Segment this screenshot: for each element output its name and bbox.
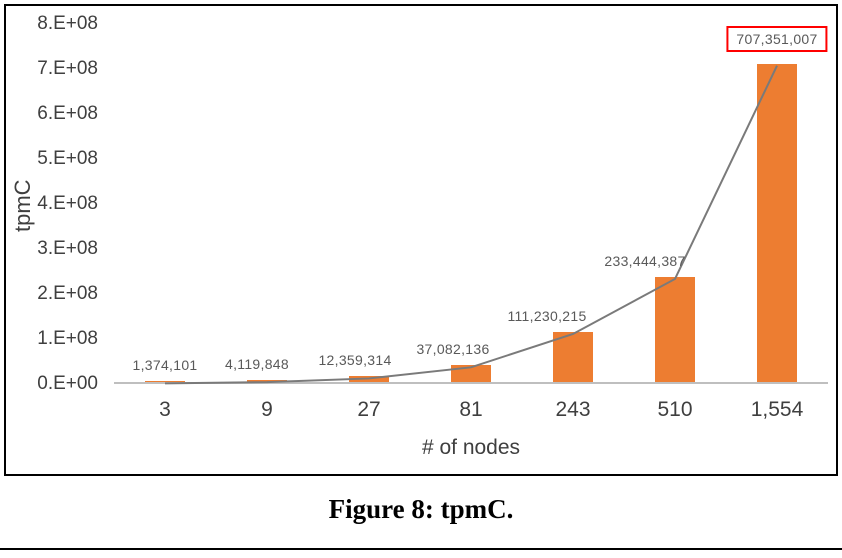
x-tick-label: 510 bbox=[657, 398, 693, 421]
y-tick-label: 1.E+08 bbox=[37, 328, 98, 349]
bar bbox=[145, 380, 185, 382]
bar bbox=[757, 63, 797, 382]
x-axis-ticks: 3 9 27 81 243 510 1,554 bbox=[114, 398, 828, 426]
data-label: 37,082,136 bbox=[416, 341, 490, 358]
bar bbox=[655, 276, 695, 382]
data-label: 12,359,314 bbox=[318, 352, 392, 369]
chart-frame: tpmC 0.E+00 1.E+08 2.E+08 3.E+08 4.E+08 5.E+0… bbox=[4, 4, 838, 476]
data-label: 1,374,101 bbox=[132, 357, 198, 374]
data-label: 233,444,387 bbox=[604, 252, 686, 269]
bottom-rule bbox=[0, 548, 842, 550]
data-label: 4,119,848 bbox=[225, 356, 289, 373]
data-label: 111,230,215 bbox=[507, 307, 587, 324]
x-tick-label: 9 bbox=[261, 398, 273, 421]
x-tick-label: 3 bbox=[159, 398, 171, 421]
y-tick-label: 4.E+08 bbox=[37, 193, 98, 214]
y-axis-ticks: 0.E+00 1.E+08 2.E+08 3.E+08 4.E+08 5.E+08 6.E+… bbox=[6, 13, 102, 394]
x-tick-label: 243 bbox=[555, 398, 591, 421]
y-tick-label: 2.E+08 bbox=[37, 283, 98, 304]
line-series bbox=[164, 65, 778, 385]
bar bbox=[451, 365, 491, 382]
y-tick-label: 6.E+08 bbox=[37, 103, 98, 124]
x-axis-title: # of nodes bbox=[421, 436, 521, 459]
y-tick-label: 8.E+08 bbox=[37, 13, 98, 34]
x-tick-label: 81 bbox=[459, 398, 483, 421]
bar bbox=[553, 331, 593, 382]
x-tick-label: 27 bbox=[357, 398, 381, 421]
y-tick-label: 7.E+08 bbox=[37, 58, 98, 79]
bar bbox=[247, 380, 287, 382]
y-tick-label: 5.E+08 bbox=[37, 148, 98, 169]
y-tick-label: 3.E+08 bbox=[37, 238, 98, 259]
x-tick-label: 1,554 bbox=[750, 398, 804, 421]
y-tick-label: 0.E+00 bbox=[37, 373, 98, 394]
figure-caption: Figure 8: tpmC. bbox=[328, 494, 514, 524]
plot-area: 1,374,101 4,119,848 12,359,314 37,082,136 11… bbox=[114, 24, 828, 385]
data-label-highlighted: 707,351,007 bbox=[726, 25, 828, 52]
